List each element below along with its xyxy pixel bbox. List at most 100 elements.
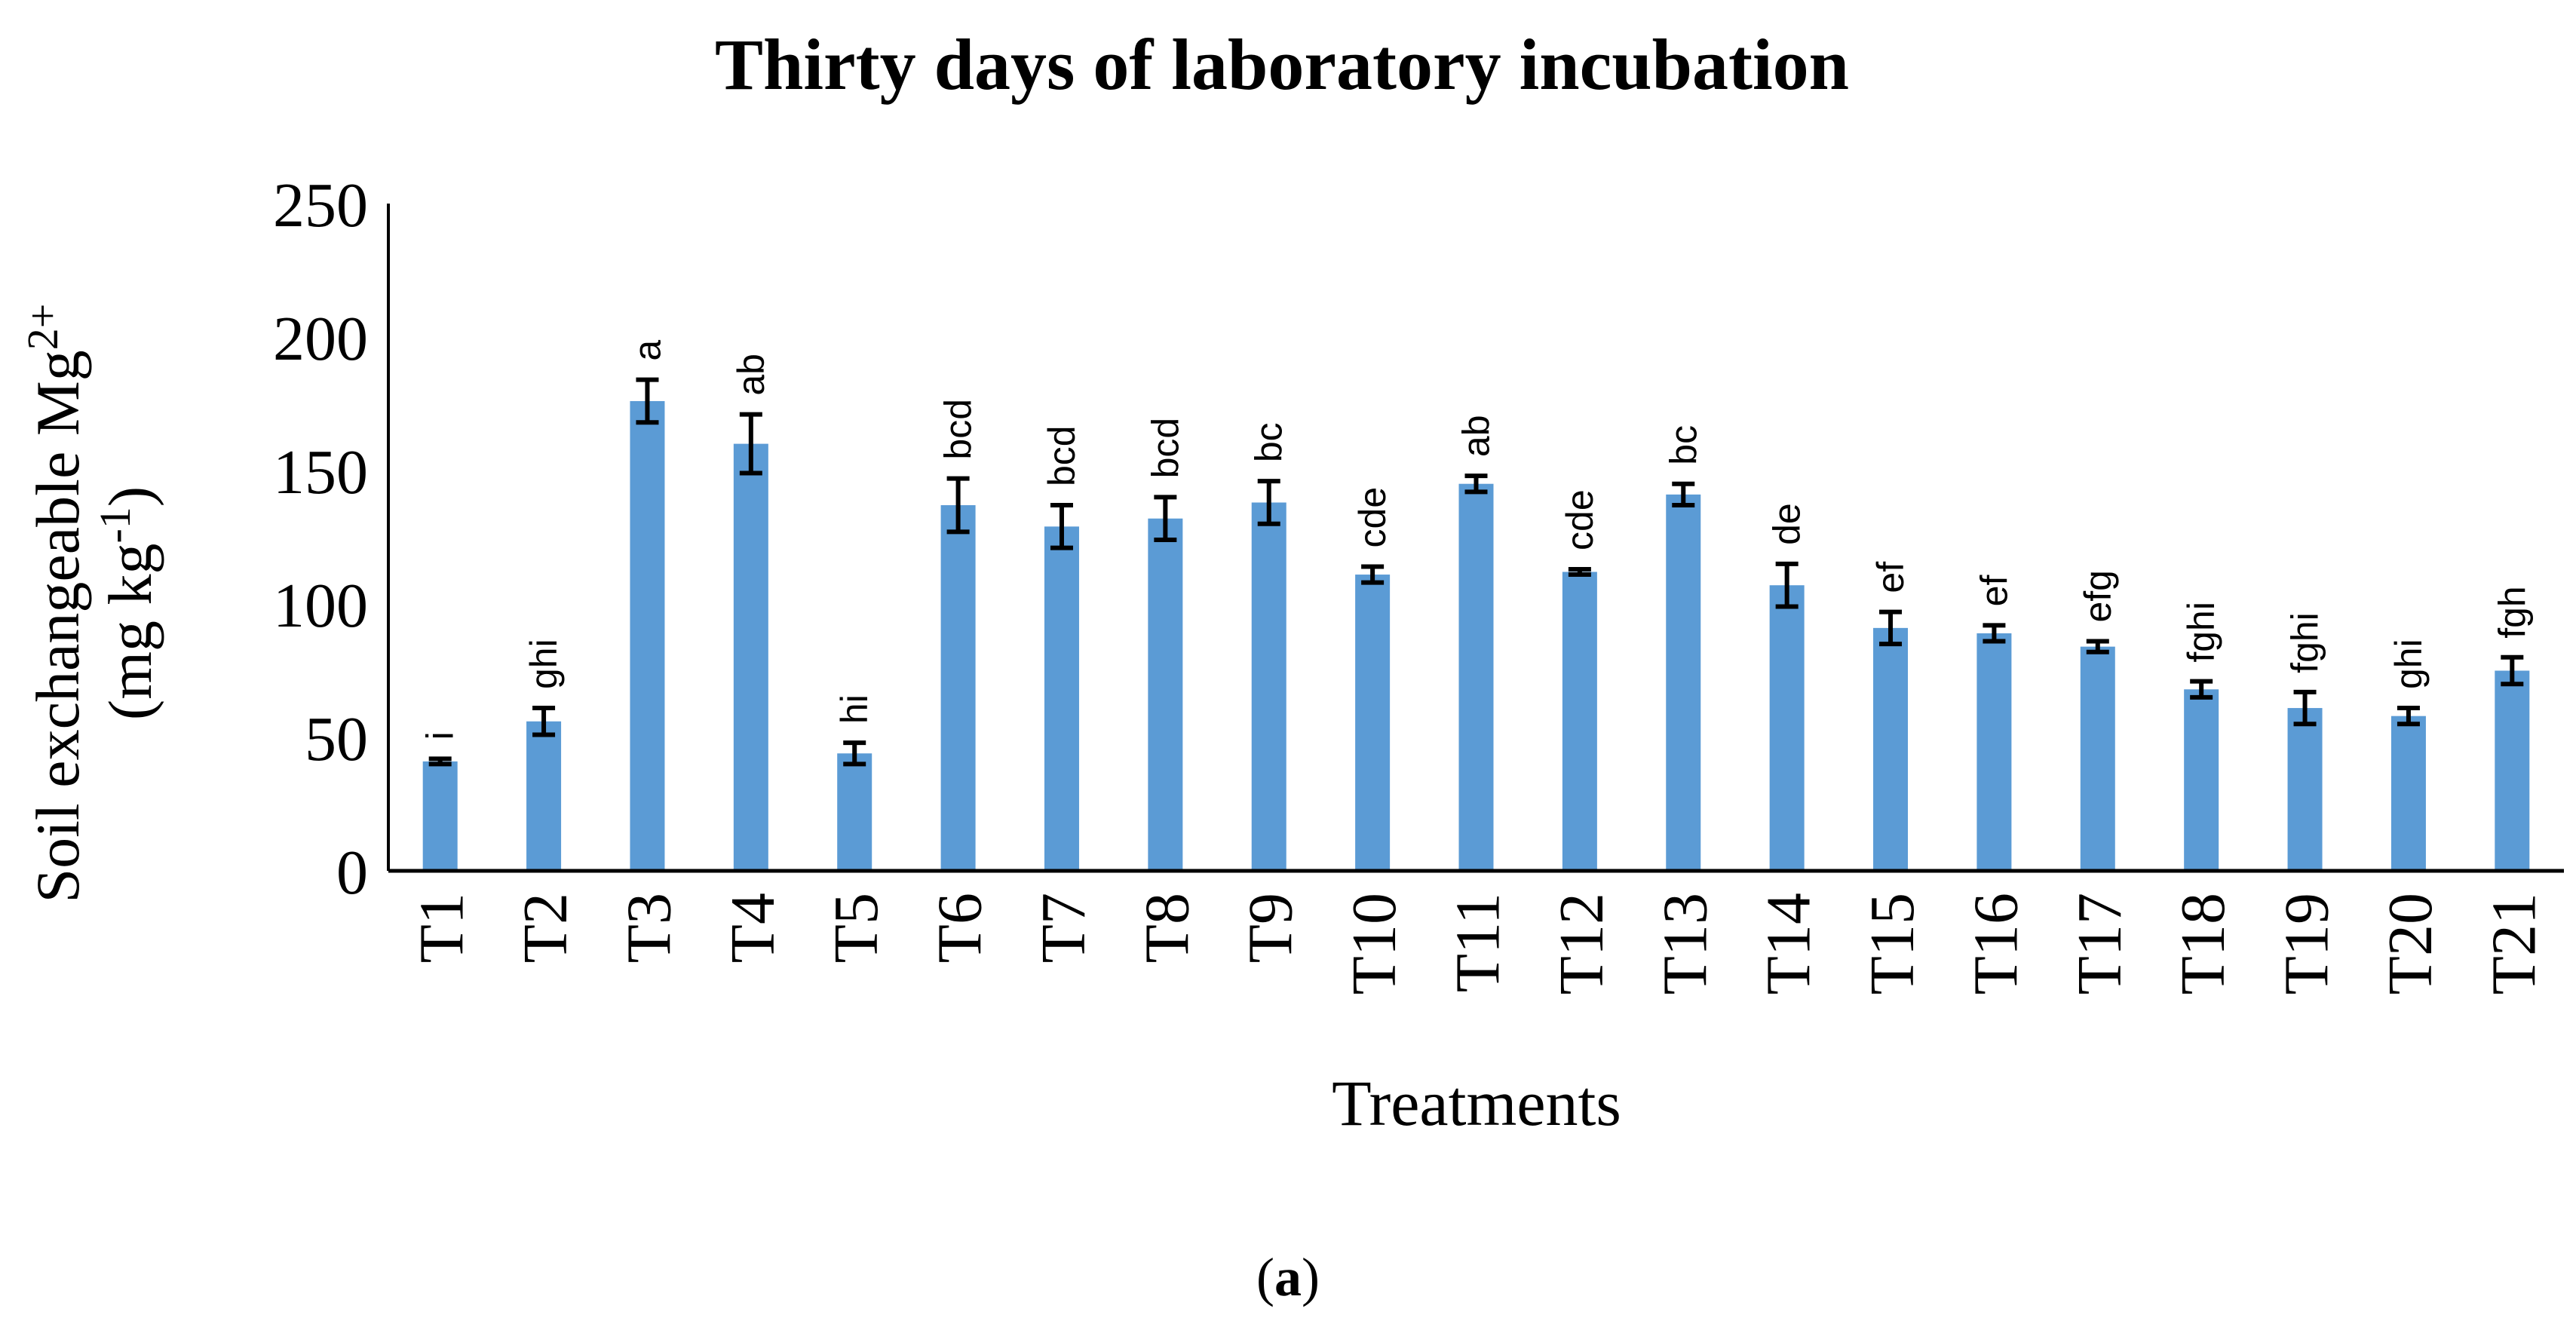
significance-letter: de (1766, 503, 1808, 545)
x-tick-label: T4 (718, 893, 788, 963)
x-tick-label: T15 (1857, 893, 1927, 994)
x-tick-label: T18 (2168, 893, 2238, 994)
significance-letter: bcd (937, 399, 980, 460)
error-bar-T13 (1672, 481, 1695, 508)
bar-T13 (1666, 494, 1701, 871)
x-tick-label: T10 (1339, 893, 1409, 994)
y-tick-label: 150 (273, 437, 368, 507)
bar-T19 (2287, 708, 2323, 871)
significance-letter: ghi (523, 639, 565, 689)
significance-letters: i ghi a ab hi bcd bcd bcd bc cde ab cde bc de ef ef efg f… (419, 340, 2534, 740)
bar-T18 (2184, 689, 2219, 871)
significance-letter: efg (2077, 570, 2119, 623)
bar-T7 (1044, 526, 1079, 871)
x-tick-label: T17 (2065, 893, 2135, 994)
x-tick-label: T7 (1029, 893, 1099, 963)
error-bar-T17 (2086, 639, 2109, 654)
error-bars (428, 377, 2524, 767)
error-bar-T12 (1568, 566, 1591, 578)
x-tick-label: T5 (821, 893, 891, 963)
significance-letter: cde (1351, 487, 1394, 548)
significance-letter: fgh (2491, 586, 2533, 639)
figure-caption: (a) (1256, 1247, 1320, 1307)
bar-T15 (1873, 627, 1909, 871)
error-bar-T1 (428, 756, 452, 767)
y-axis-label-line2: (mg kg-1) (90, 486, 164, 720)
error-bar-T18 (2190, 679, 2213, 700)
error-bar-T5 (843, 740, 866, 767)
significance-letter: i (419, 731, 462, 740)
bar-T5 (837, 753, 872, 871)
error-bar-T14 (1775, 561, 1799, 609)
y-tick-label: 250 (273, 170, 368, 241)
significance-letter: ef (1973, 575, 2015, 607)
x-axis-ticks: T1 T2 T3 T4 T5 T6 T7 T8 T9 T10 T11 T12 T13 T14 T15 T16 T… (407, 893, 2550, 994)
x-tick-label: T9 (1236, 893, 1306, 963)
x-tick-label: T11 (1443, 893, 1513, 992)
y-tick-label: 0 (336, 838, 368, 908)
x-axis-label: Treatments (1332, 1067, 1621, 1139)
significance-letter: ab (730, 354, 772, 396)
error-bar-T7 (1050, 503, 1073, 550)
error-bar-T16 (1983, 623, 2006, 644)
bar-T21 (2495, 670, 2530, 871)
error-bar-T9 (1257, 479, 1280, 526)
significance-letter: ghi (2387, 639, 2430, 689)
y-axis-label-line1: Soil exchangeable Mg2+ (18, 304, 92, 903)
x-tick-label: T12 (1547, 893, 1617, 994)
significance-letter: ab (1455, 415, 1498, 457)
x-tick-label: T20 (2375, 893, 2446, 994)
chart-title: Thirty days of laboratory incubation (715, 24, 1849, 105)
significance-letter: a (626, 340, 668, 361)
y-tick-label: 50 (305, 704, 368, 774)
bar-T1 (422, 761, 458, 871)
bar-T12 (1562, 572, 1597, 871)
error-bar-T3 (636, 377, 659, 425)
error-bar-T19 (2293, 689, 2317, 727)
bar-T8 (1148, 518, 1183, 871)
x-tick-label: T1 (407, 893, 477, 963)
bar-T16 (1976, 633, 2012, 871)
bars (422, 400, 2530, 871)
bar-T9 (1251, 502, 1286, 871)
error-bar-T15 (1879, 609, 1903, 647)
significance-letter: ef (1869, 562, 1912, 593)
y-tick-label: 200 (273, 304, 368, 374)
bar-T20 (2390, 716, 2426, 871)
error-bar-T20 (2397, 706, 2420, 727)
error-bar-T11 (1464, 473, 1488, 495)
significance-letter: hi (833, 694, 876, 724)
significance-letter: fghi (2180, 602, 2222, 663)
bar-T4 (733, 443, 768, 871)
bar-T2 (526, 721, 562, 871)
x-tick-label: T19 (2272, 893, 2342, 994)
bar-T3 (630, 400, 665, 871)
significance-letter: bcd (1041, 425, 1083, 486)
bar-T6 (940, 505, 976, 871)
significance-letter: bc (1248, 422, 1290, 462)
y-axis-ticks: 0 50 100 150 200 250 (273, 170, 368, 908)
error-bar-T6 (946, 476, 970, 535)
error-bar-T10 (1361, 564, 1385, 585)
significance-letter: cde (1559, 489, 1601, 550)
error-bar-T21 (2501, 654, 2524, 687)
error-bar-T8 (1154, 495, 1177, 543)
bar-T14 (1769, 585, 1805, 871)
x-tick-label: T21 (2479, 893, 2549, 994)
x-tick-label: T8 (1132, 893, 1202, 963)
significance-letter: bc (1662, 425, 1704, 465)
bar-T10 (1355, 575, 1391, 871)
x-tick-label: T6 (925, 893, 995, 963)
significance-letter: fghi (2284, 612, 2326, 673)
error-bar-T2 (532, 706, 556, 737)
y-tick-label: 100 (273, 571, 368, 641)
x-tick-label: T3 (614, 893, 684, 963)
x-tick-label: T14 (1754, 893, 1824, 994)
bar-T17 (2080, 646, 2115, 871)
x-tick-label: T13 (1650, 893, 1720, 994)
error-bar-T4 (739, 412, 762, 476)
y-axis-label: Soil exchangeable Mg2+ (mg kg-1) (18, 304, 164, 903)
bar-T11 (1458, 483, 1494, 871)
significance-letter: bcd (1144, 418, 1186, 479)
